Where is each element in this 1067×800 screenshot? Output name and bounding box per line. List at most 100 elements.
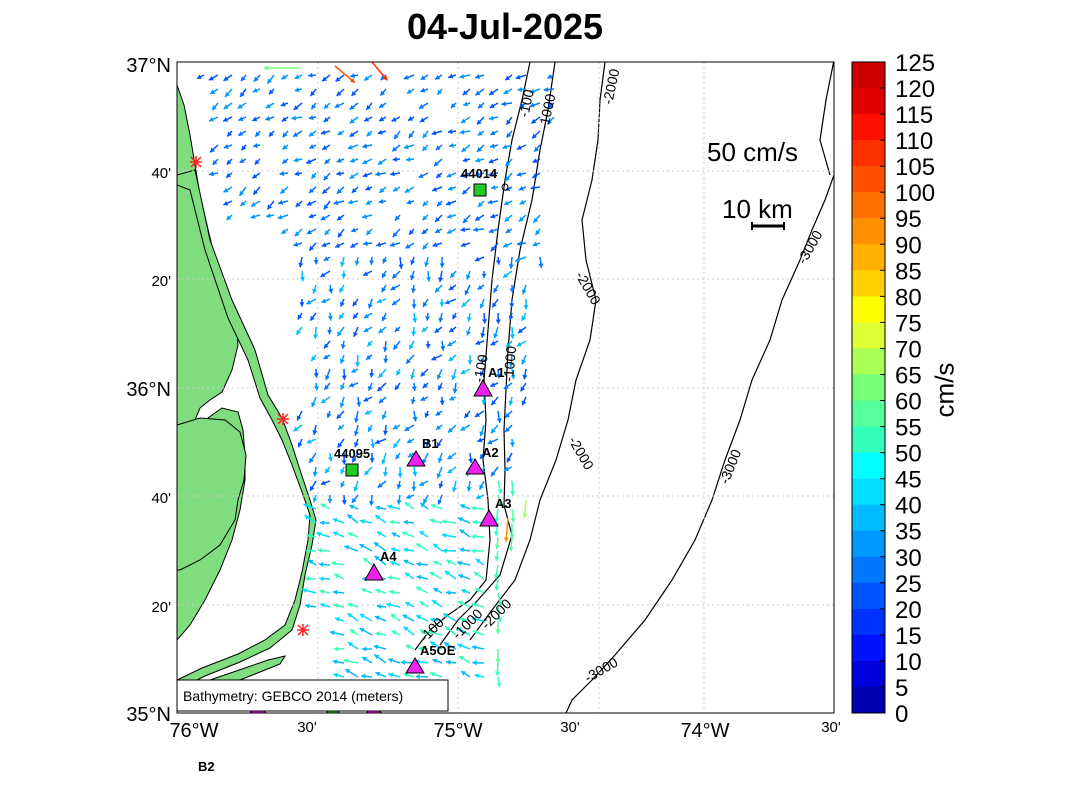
- current-vector-head: [535, 229, 541, 235]
- current-vector-head: [440, 345, 446, 351]
- current-vector-head: [339, 287, 345, 293]
- current-vector-head: [439, 263, 445, 268]
- current-vector-head: [447, 468, 453, 474]
- current-vector-head: [293, 132, 299, 137]
- current-vector-head: [361, 673, 366, 679]
- current-vector-head: [495, 629, 501, 634]
- current-vector-head: [377, 482, 383, 488]
- current-vector-head: [475, 588, 481, 593]
- current-vector-head: [351, 497, 357, 503]
- colorbar-segment: [852, 608, 885, 636]
- current-vector-head: [321, 242, 327, 248]
- current-vector-head: [509, 442, 515, 447]
- mooring-A2-marker[interactable]: [465, 458, 485, 475]
- current-vector-head: [475, 340, 481, 346]
- colorbar-segment: [852, 452, 885, 480]
- current-vector-head: [435, 216, 440, 222]
- current-vector-head: [494, 544, 500, 550]
- current-vector-head: [490, 130, 496, 136]
- current-vector-head: [336, 413, 342, 419]
- colorbar-segment: [852, 556, 885, 584]
- current-vector-head: [412, 471, 418, 477]
- current-vector-head: [494, 556, 500, 561]
- mooring-A4-marker[interactable]: [364, 562, 384, 581]
- current-vector-head: [335, 76, 341, 82]
- current-vector-head: [336, 158, 342, 163]
- current-vector-head: [320, 129, 326, 135]
- buoy-44095-marker[interactable]: [345, 463, 359, 477]
- current-vector-head: [459, 547, 465, 553]
- current-vector-head: [435, 74, 441, 80]
- colorbar-tick-label: 5: [895, 675, 908, 702]
- current-vector-head: [323, 354, 329, 359]
- current-vector-head: [397, 473, 403, 478]
- current-vector-head: [509, 534, 515, 539]
- mooring-A3-marker[interactable]: [479, 508, 499, 527]
- current-vector-head: [436, 374, 442, 380]
- current-vector-head: [521, 289, 527, 295]
- current-vector-head: [463, 218, 468, 224]
- current-vector-head: [517, 86, 522, 93]
- current-vector-head: [495, 260, 501, 265]
- colorbar-segment: [852, 478, 885, 506]
- current-vector-head: [319, 520, 325, 526]
- current-vector-head: [375, 439, 380, 445]
- current-vector-head: [452, 314, 457, 320]
- lat-tick-label: 40': [151, 490, 171, 507]
- current-vector-head: [386, 602, 392, 608]
- current-vector-head: [460, 118, 466, 123]
- current-vector-head: [308, 559, 314, 565]
- mooring-A1-marker[interactable]: [473, 378, 493, 397]
- current-vector-head: [349, 174, 355, 179]
- current-vector-head: [374, 615, 380, 621]
- current-vector-head: [433, 161, 439, 167]
- current-vector-head: [434, 327, 440, 333]
- current-vector-head: [366, 354, 372, 360]
- station-label: A2: [482, 445, 499, 460]
- current-vector-head: [450, 272, 456, 278]
- current-vector-head: [412, 318, 418, 323]
- current-vector-head: [336, 188, 342, 194]
- current-vector-head: [363, 327, 369, 332]
- current-vector-head: [531, 118, 537, 124]
- colorbar-segment: [852, 218, 885, 245]
- current-vector-head: [419, 104, 425, 109]
- current-vector-head: [365, 185, 371, 191]
- current-vector-head: [448, 427, 454, 433]
- current-vector-head: [501, 101, 506, 107]
- current-vector-head: [250, 214, 256, 220]
- current-vector-head: [209, 116, 214, 122]
- current-vector-head: [368, 385, 373, 391]
- current-vector-head: [475, 559, 481, 564]
- current-vector-head: [472, 629, 478, 635]
- current-vector-head: [477, 147, 482, 152]
- current-vector-head: [450, 103, 456, 108]
- current-vector-head: [353, 431, 359, 436]
- buoy-44014-marker[interactable]: [473, 183, 487, 197]
- current-vector-head: [532, 173, 538, 178]
- current-vector-head: [487, 199, 493, 205]
- current-vector-head: [381, 459, 387, 465]
- plot-frame: [176, 61, 835, 714]
- colorbar-segment: [852, 322, 885, 349]
- lon-tick-label: 30': [560, 719, 580, 736]
- current-vector-head: [375, 671, 381, 677]
- mooring-B1-marker[interactable]: [406, 450, 426, 467]
- current-vector-head: [309, 188, 314, 193]
- current-vector-head: [351, 227, 357, 233]
- current-vector-head: [458, 517, 464, 522]
- current-vector-head: [331, 560, 337, 566]
- current-vector-head: [422, 229, 427, 234]
- current-vector-head: [448, 185, 453, 191]
- current-vector-head: [416, 561, 421, 567]
- current-vector-head: [424, 261, 430, 267]
- current-vector-head: [333, 200, 339, 206]
- current-vector-head: [422, 244, 428, 250]
- current-vector-head: [472, 519, 477, 525]
- current-vector-head: [431, 355, 437, 361]
- mooring-A5OE-marker[interactable]: [405, 657, 425, 674]
- colorbar-segment: [852, 348, 885, 375]
- current-vector-head: [471, 505, 476, 511]
- current-vector-head: [237, 103, 243, 109]
- current-vector-head: [472, 616, 478, 622]
